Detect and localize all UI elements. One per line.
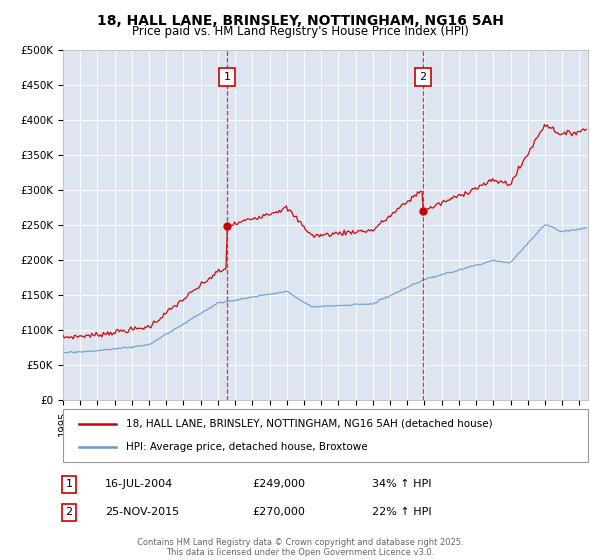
Text: £270,000: £270,000 xyxy=(252,507,305,517)
Text: 34% ↑ HPI: 34% ↑ HPI xyxy=(372,479,431,489)
Text: 16-JUL-2004: 16-JUL-2004 xyxy=(105,479,173,489)
Text: 2: 2 xyxy=(419,72,427,82)
Text: £249,000: £249,000 xyxy=(252,479,305,489)
Text: 22% ↑ HPI: 22% ↑ HPI xyxy=(372,507,431,517)
Text: 1: 1 xyxy=(224,72,231,82)
Text: 2: 2 xyxy=(65,507,73,517)
Text: 18, HALL LANE, BRINSLEY, NOTTINGHAM, NG16 5AH: 18, HALL LANE, BRINSLEY, NOTTINGHAM, NG1… xyxy=(97,14,503,28)
Text: Price paid vs. HM Land Registry's House Price Index (HPI): Price paid vs. HM Land Registry's House … xyxy=(131,25,469,38)
Text: HPI: Average price, detached house, Broxtowe: HPI: Average price, detached house, Brox… xyxy=(126,442,368,452)
Text: 1: 1 xyxy=(65,479,73,489)
Text: Contains HM Land Registry data © Crown copyright and database right 2025.
This d: Contains HM Land Registry data © Crown c… xyxy=(137,538,463,557)
Text: 18, HALL LANE, BRINSLEY, NOTTINGHAM, NG16 5AH (detached house): 18, HALL LANE, BRINSLEY, NOTTINGHAM, NG1… xyxy=(126,419,493,429)
Text: 25-NOV-2015: 25-NOV-2015 xyxy=(105,507,179,517)
